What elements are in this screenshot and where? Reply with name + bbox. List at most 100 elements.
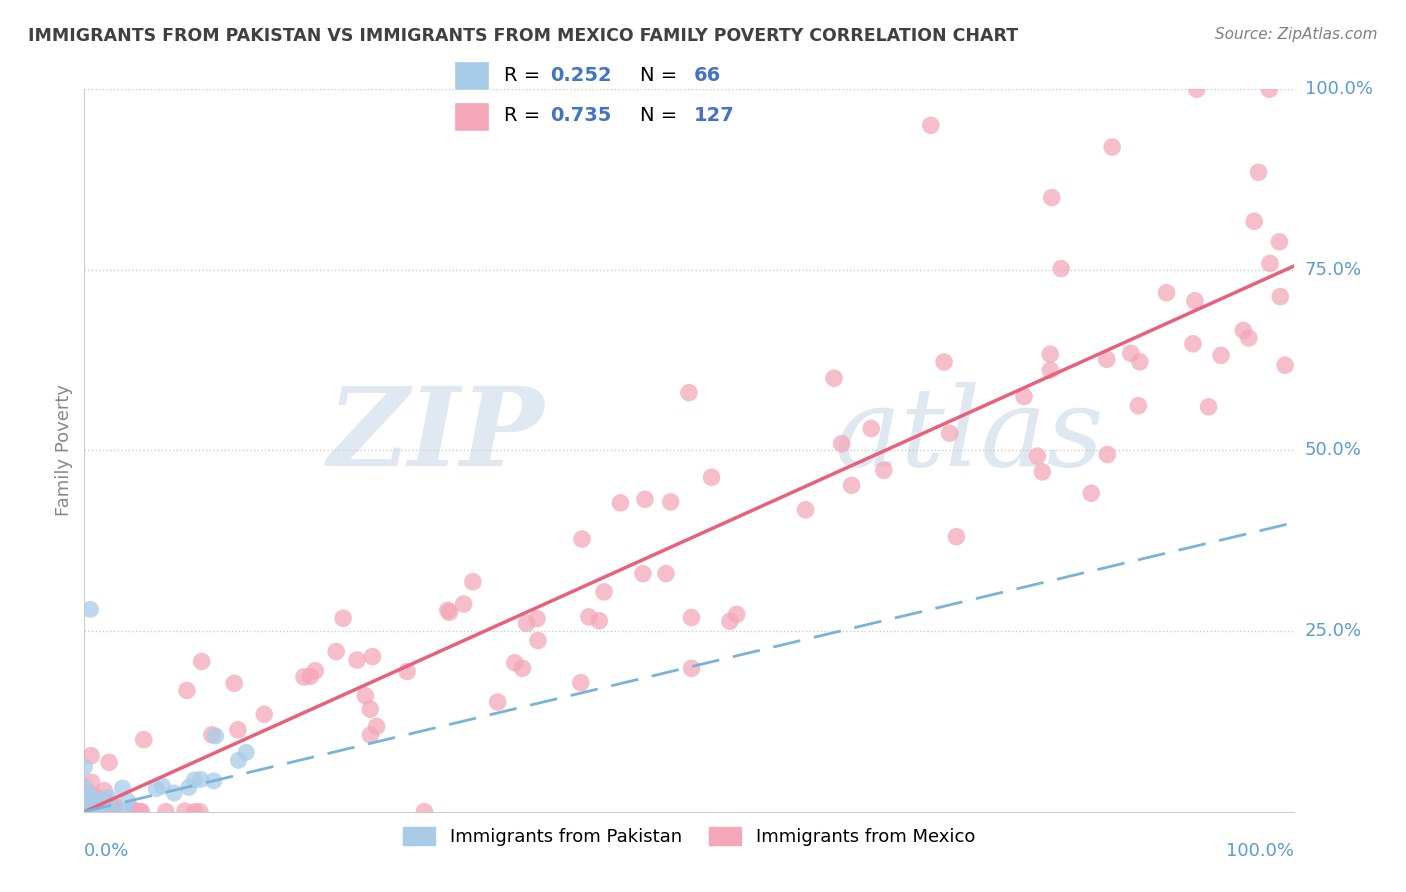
Point [76,795,98,809]
Point [77,786,100,800]
Point [945,530,967,544]
Point [437,603,460,617]
Point [177,780,200,795]
Point [1198,400,1220,414]
Point [73,802,96,816]
Point [1243,214,1265,228]
Point [73,803,96,817]
Point [188,805,211,819]
Point [122,803,145,817]
Point [1119,346,1142,360]
Point [938,426,960,441]
Text: 25.0%: 25.0% [1305,622,1362,640]
Point [609,496,631,510]
Point [79,799,101,814]
Point [80,748,103,763]
Point [80,801,103,815]
Point [86,799,108,814]
Point [1128,399,1150,413]
Point [1184,293,1206,308]
Point [83,803,105,817]
Point [86,803,108,817]
Point [125,805,148,819]
Point [527,633,550,648]
Point [100,797,122,812]
Point [84,805,107,819]
Point [1181,336,1204,351]
Point [571,532,593,546]
Point [86,799,108,814]
Point [725,607,748,622]
Point [932,355,955,369]
Point [84,801,107,815]
Point [76,796,98,810]
Point [359,702,381,716]
Point [678,385,700,400]
Legend: Immigrants from Pakistan, Immigrants from Mexico: Immigrants from Pakistan, Immigrants fro… [395,820,983,854]
Point [202,773,225,788]
Point [332,611,354,625]
Text: 0.0%: 0.0% [84,842,129,860]
Point [75,794,97,808]
Point [1237,331,1260,345]
FancyBboxPatch shape [454,62,489,90]
Point [718,614,741,628]
Point [1258,256,1281,270]
Point [359,728,381,742]
Point [103,799,125,814]
Point [235,745,257,759]
Point [1156,285,1178,300]
Point [920,119,942,133]
Text: 75.0%: 75.0% [1305,260,1362,279]
Point [77,804,100,818]
Point [526,612,548,626]
Point [91,794,114,808]
Point [132,732,155,747]
Point [1232,323,1254,337]
Point [873,463,896,477]
Point [1129,355,1152,369]
Text: 100.0%: 100.0% [1305,80,1372,98]
Text: 50.0%: 50.0% [1305,442,1361,459]
Point [79,804,101,818]
Point [1274,358,1296,372]
Y-axis label: Family Poverty: Family Poverty [55,384,73,516]
Point [83,805,105,819]
Point [292,670,315,684]
Point [104,805,127,819]
Point [578,610,600,624]
Point [1039,347,1062,361]
Point [114,804,136,818]
Point [86,790,108,805]
Point [224,676,246,690]
Point [361,649,384,664]
Point [155,805,177,819]
Point [176,683,198,698]
Point [75,797,97,812]
Point [77,797,100,811]
Point [96,804,118,818]
Point [84,795,107,809]
Point [83,797,105,812]
Point [104,800,127,814]
Point [1012,389,1035,403]
Point [226,723,249,737]
Point [831,436,853,450]
Point [655,566,678,581]
Point [1097,448,1119,462]
Point [794,503,817,517]
Point [174,804,197,818]
Point [84,804,107,818]
Point [98,756,121,770]
Text: N =: N = [640,66,683,85]
Point [76,798,98,813]
FancyBboxPatch shape [454,102,489,130]
Point [486,695,509,709]
Text: 66: 66 [695,66,721,85]
Point [1270,290,1292,304]
Point [131,805,153,819]
Point [97,790,120,805]
Text: IMMIGRANTS FROM PAKISTAN VS IMMIGRANTS FROM MEXICO FAMILY POVERTY CORRELATION CH: IMMIGRANTS FROM PAKISTAN VS IMMIGRANTS F… [28,27,1018,45]
Point [593,585,616,599]
Text: 0.735: 0.735 [551,106,612,125]
